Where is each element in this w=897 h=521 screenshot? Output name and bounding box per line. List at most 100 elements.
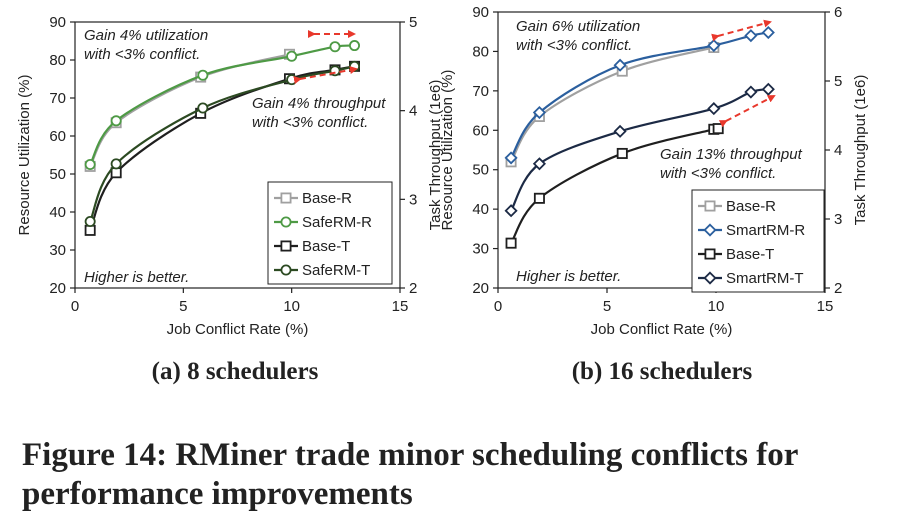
legend-swatch-marker bbox=[703, 271, 717, 285]
y-left-axis-label: Resource Utilization (%) bbox=[439, 70, 456, 231]
legend-swatch-marker bbox=[280, 192, 292, 204]
data-point-saferm-r bbox=[348, 40, 360, 52]
data-point-saferm-r bbox=[286, 50, 298, 62]
y-left-tick-label: 40 bbox=[472, 201, 489, 218]
x-tick-label: 0 bbox=[494, 298, 502, 315]
chart-8-schedulers: 0 5 10 15 20 30 40 50 60 70 80 90 2 3 4 5 Job Conflict R… bbox=[16, 14, 444, 338]
data-point-base-t bbox=[110, 167, 122, 179]
annotation-text: Gain 13% throughput bbox=[660, 146, 803, 163]
data-point-smartrm-t bbox=[744, 85, 758, 99]
legend-swatch-marker bbox=[280, 216, 292, 228]
legend-entry: SafeRM-R bbox=[302, 214, 372, 231]
legend-swatch-marker bbox=[703, 223, 717, 237]
data-point-base-t bbox=[84, 224, 96, 236]
figure-caption-line1: Figure 14: RMiner trade minor scheduling… bbox=[22, 437, 798, 473]
x-tick-label: 15 bbox=[392, 298, 409, 315]
legend-entry: Base-T bbox=[726, 246, 774, 263]
x-axis-label: Job Conflict Rate (%) bbox=[167, 321, 309, 338]
y-right-tick-label: 4 bbox=[834, 142, 842, 159]
annotation-text: with <3% conflict. bbox=[84, 46, 200, 63]
legend-swatch-marker bbox=[704, 248, 716, 260]
legend-swatch-marker bbox=[280, 264, 292, 276]
annotation-text: Higher is better. bbox=[84, 269, 189, 286]
legend-swatch-marker bbox=[704, 200, 716, 212]
x-tick-label: 15 bbox=[817, 298, 834, 315]
data-point-smartrm-t bbox=[707, 102, 721, 116]
data-point-smartrm-t bbox=[613, 124, 627, 138]
annotation-text: Gain 4% utilization bbox=[84, 27, 208, 44]
y-right-tick-label: 2 bbox=[834, 280, 842, 297]
y-left-tick-label: 60 bbox=[49, 128, 66, 145]
data-point-smartrm-r bbox=[613, 58, 627, 72]
series-line-base-t bbox=[510, 126, 724, 244]
data-point-base-t bbox=[712, 123, 724, 135]
y-left-tick-label: 30 bbox=[472, 241, 489, 258]
data-point-saferm-t bbox=[286, 74, 298, 86]
data-point-saferm-r bbox=[84, 158, 96, 170]
x-tick-label: 10 bbox=[708, 298, 725, 315]
data-point-smartrm-r bbox=[532, 105, 546, 120]
data-point-smartrm-r bbox=[707, 38, 721, 53]
y-right-tick-label: 6 bbox=[834, 4, 842, 21]
x-axis-label: Job Conflict Rate (%) bbox=[591, 321, 733, 338]
data-point-smartrm-t bbox=[761, 82, 775, 96]
gain-arrow bbox=[711, 19, 772, 42]
y-left-tick-label: 20 bbox=[472, 280, 489, 297]
y-left-tick-label: 20 bbox=[49, 280, 66, 297]
y-left-tick-label: 80 bbox=[49, 52, 66, 69]
figure-caption-line2: performance improvements bbox=[22, 476, 413, 512]
plot-frame bbox=[74, 21, 401, 289]
data-point-saferm-r bbox=[329, 41, 341, 53]
subcaption-a: (a) 8 schedulers bbox=[152, 358, 319, 385]
y-left-tick-label: 90 bbox=[49, 14, 66, 31]
data-point-saferm-t bbox=[110, 158, 122, 170]
y-left-axis-label: Resource Utilization (%) bbox=[16, 75, 33, 236]
data-point-saferm-r bbox=[110, 115, 122, 127]
x-tick-label: 0 bbox=[71, 298, 79, 315]
y-right-tick-label: 3 bbox=[834, 211, 842, 228]
data-point-saferm-t bbox=[84, 215, 96, 227]
annotation-text: Gain 4% throughput bbox=[252, 95, 386, 112]
y-left-tick-label: 50 bbox=[472, 162, 489, 179]
data-point-saferm-r bbox=[197, 69, 209, 81]
subcaption-b: (b) 16 schedulers bbox=[572, 358, 753, 385]
y-left-tick-label: 40 bbox=[49, 204, 66, 221]
y-right-axis-label: Task Throughput (1e6) bbox=[427, 80, 444, 231]
data-point-base-t bbox=[616, 147, 628, 159]
data-point-saferm-t bbox=[197, 102, 209, 114]
legend-entry: Base-T bbox=[302, 238, 350, 255]
gain-arrow bbox=[718, 95, 776, 128]
y-right-tick-label: 3 bbox=[409, 191, 417, 208]
y-right-tick-label: 2 bbox=[409, 280, 417, 297]
chart-16-schedulers: 0 5 10 15 20 30 40 50 60 70 80 90 2 3 4 5 6 Job Conflict … bbox=[439, 4, 869, 338]
x-tick-label: 5 bbox=[179, 298, 187, 315]
legend-entry: SmartRM-T bbox=[726, 270, 804, 287]
y-left-tick-label: 50 bbox=[49, 166, 66, 183]
annotation-text: Gain 6% utilization bbox=[516, 18, 640, 35]
y-left-tick-label: 90 bbox=[472, 4, 489, 21]
y-right-tick-label: 4 bbox=[409, 103, 417, 120]
annotation-text: with <3% conflict. bbox=[252, 114, 368, 131]
y-right-tick-label: 5 bbox=[834, 73, 842, 90]
data-point-smartrm-r bbox=[761, 25, 775, 40]
y-right-tick-label: 5 bbox=[409, 14, 417, 31]
legend-entry: SafeRM-T bbox=[302, 262, 370, 279]
annotation-text: Higher is better. bbox=[516, 268, 621, 285]
x-tick-label: 10 bbox=[283, 298, 300, 315]
x-tick-label: 5 bbox=[603, 298, 611, 315]
y-left-tick-label: 30 bbox=[49, 242, 66, 259]
data-point-smartrm-r bbox=[504, 151, 518, 165]
data-point-smartrm-t bbox=[504, 204, 518, 218]
data-point-smartrm-r bbox=[744, 29, 758, 43]
data-point-smartrm-t bbox=[532, 157, 546, 171]
data-point-base-t bbox=[505, 237, 517, 249]
legend-entry: Base-R bbox=[726, 198, 776, 215]
y-left-tick-label: 70 bbox=[49, 90, 66, 107]
annotation-text: with <3% conflict. bbox=[516, 37, 632, 54]
legend-entry: SmartRM-R bbox=[726, 222, 805, 239]
y-right-axis-label: Task Throughput (1e6) bbox=[852, 75, 869, 226]
y-left-tick-label: 60 bbox=[472, 122, 489, 139]
legend-swatch-marker bbox=[280, 240, 292, 252]
legend-entry: Base-R bbox=[302, 190, 352, 207]
